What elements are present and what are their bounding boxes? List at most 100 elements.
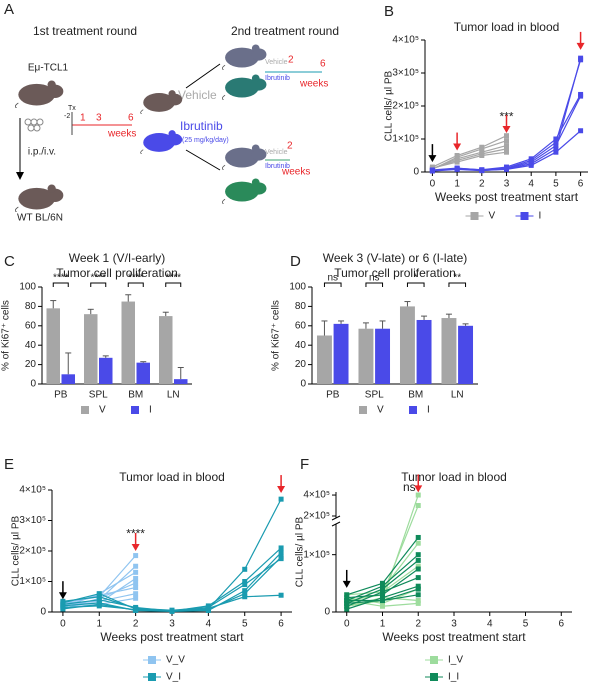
data-point bbox=[415, 534, 421, 540]
significance-label: ns bbox=[327, 273, 338, 284]
data-point bbox=[344, 592, 350, 598]
x-tick-label: BM bbox=[408, 390, 423, 401]
y-tick-label: 80 bbox=[295, 301, 307, 312]
x-tick-label: 4 bbox=[206, 619, 212, 630]
data-point bbox=[578, 91, 584, 97]
significance-label: **** bbox=[53, 273, 69, 284]
data-point bbox=[553, 149, 559, 155]
x-tick-label: SPL bbox=[365, 390, 384, 401]
significance-bracket bbox=[127, 282, 144, 287]
x-tick-label: PB bbox=[54, 390, 68, 401]
data-point bbox=[479, 167, 485, 173]
y-tick-label: 20 bbox=[25, 359, 37, 370]
chart-title: Tumor load in blood bbox=[401, 470, 507, 484]
data-point bbox=[415, 575, 421, 581]
data-point bbox=[553, 139, 559, 145]
arrow-head bbox=[277, 486, 286, 494]
legend-label: I bbox=[539, 211, 542, 222]
data-point bbox=[578, 55, 584, 61]
mouse-icon bbox=[222, 144, 267, 170]
significance-bracket bbox=[90, 282, 107, 287]
data-point bbox=[96, 591, 102, 597]
bar bbox=[458, 325, 474, 384]
bar bbox=[174, 379, 188, 384]
data-point bbox=[415, 583, 421, 589]
bar bbox=[84, 314, 98, 384]
data-point bbox=[415, 557, 421, 563]
data-point bbox=[415, 592, 421, 598]
label: weeks bbox=[299, 79, 328, 90]
y-tick-label: 100 bbox=[19, 282, 36, 293]
significance-bracket bbox=[365, 282, 384, 287]
data-point bbox=[553, 146, 559, 152]
data-point bbox=[379, 592, 385, 598]
x-tick-label: BM bbox=[128, 390, 143, 401]
legend-swatch bbox=[359, 406, 367, 414]
y-tick-label: 0 bbox=[40, 607, 46, 618]
bar bbox=[121, 301, 135, 384]
data-point bbox=[479, 144, 485, 150]
data-point bbox=[96, 601, 102, 607]
x-axis-label: Weeks post treatment start bbox=[435, 190, 579, 204]
data-point bbox=[379, 583, 385, 589]
data-point bbox=[504, 164, 509, 170]
data-point bbox=[344, 603, 350, 609]
data-point bbox=[528, 156, 534, 162]
legend-label: I bbox=[149, 405, 152, 416]
data-point bbox=[504, 143, 509, 149]
data-point bbox=[415, 598, 421, 604]
label: 3 bbox=[96, 113, 102, 124]
y-tick-label: 20 bbox=[295, 359, 307, 370]
y-axis-label: % of Ki67⁺ cells bbox=[271, 300, 282, 371]
bar bbox=[441, 318, 457, 384]
series-line bbox=[62, 498, 282, 612]
data-point bbox=[578, 128, 584, 134]
data-point bbox=[379, 595, 385, 601]
data-point bbox=[415, 566, 421, 572]
legend-label: I bbox=[427, 405, 430, 416]
annotation: ns bbox=[403, 480, 416, 494]
label: Vehicle bbox=[265, 59, 288, 66]
data-point bbox=[454, 153, 460, 158]
round-title: 1st treatment round bbox=[33, 24, 137, 38]
label: weeks bbox=[107, 129, 136, 140]
data-point bbox=[96, 594, 102, 600]
y-tick-label: 4×10⁵ bbox=[303, 490, 330, 501]
legend-label: V_V bbox=[166, 655, 185, 666]
bar bbox=[61, 374, 75, 384]
legend-label: I_I bbox=[448, 672, 459, 683]
significance-label: ns bbox=[369, 273, 380, 284]
data-point bbox=[344, 606, 350, 612]
x-tick-label: 0 bbox=[430, 179, 436, 190]
legend-label: I_V bbox=[448, 655, 463, 666]
arrow-head bbox=[16, 172, 24, 180]
arrow-head bbox=[131, 544, 140, 551]
data-point bbox=[169, 608, 175, 614]
arrow-head bbox=[502, 126, 511, 134]
y-tick-label: 2×10⁵ bbox=[392, 101, 419, 112]
label: Ibrutinib bbox=[180, 119, 223, 133]
chart-title: Tumor load in blood bbox=[119, 470, 225, 484]
data-point bbox=[344, 595, 350, 601]
x-tick-label: 0 bbox=[344, 619, 350, 630]
label: Eμ-TCL1 bbox=[28, 63, 69, 74]
y-tick-label: 60 bbox=[295, 320, 307, 331]
data-point bbox=[278, 592, 284, 598]
data-point bbox=[133, 607, 139, 613]
data-point bbox=[415, 586, 421, 592]
series-line bbox=[432, 140, 507, 170]
chart-title: Tumor load in blood bbox=[454, 20, 560, 34]
x-tick-label: 6 bbox=[578, 179, 584, 190]
x-tick-label: 3 bbox=[451, 619, 457, 630]
data-point bbox=[415, 492, 421, 498]
mouse-icon bbox=[222, 74, 267, 100]
x-tick-label: 1 bbox=[454, 179, 460, 190]
legend-swatch bbox=[520, 212, 529, 220]
y-tick-label: 0 bbox=[324, 607, 330, 618]
significance-label: **** bbox=[128, 273, 144, 284]
y-tick-label: 100 bbox=[289, 282, 306, 293]
axis-break bbox=[331, 521, 341, 527]
bar bbox=[159, 316, 173, 384]
x-tick-label: 5 bbox=[242, 619, 248, 630]
data-point bbox=[278, 496, 284, 502]
